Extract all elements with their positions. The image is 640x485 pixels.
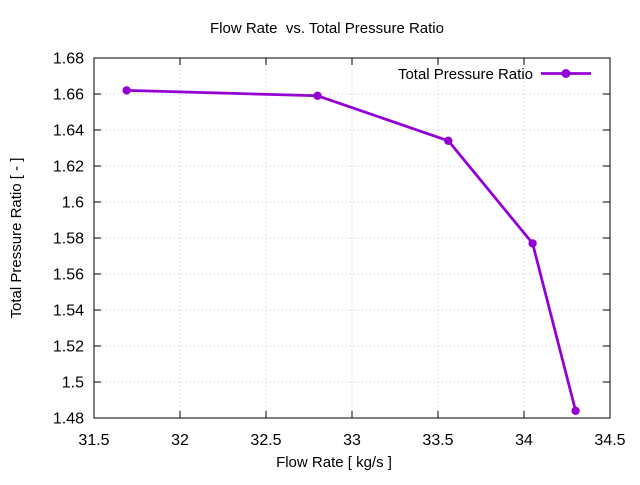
legend-line-sample <box>541 69 591 78</box>
y-tick-label: 1.48 <box>53 411 84 428</box>
y-tick-label: 1.56 <box>53 267 84 284</box>
y-tick-label: 1.58 <box>53 231 84 248</box>
x-tick-label: 32.5 <box>250 432 281 449</box>
legend: Total Pressure Ratio <box>398 66 591 83</box>
x-tick-labels: 31.5 32 32.5 33 33.5 34 34.5 <box>78 432 625 449</box>
y-tick-label: 1.64 <box>53 123 84 140</box>
gridlines <box>93 57 611 419</box>
data-point <box>571 406 580 415</box>
legend-sample-marker <box>561 69 571 78</box>
y-tick-label: 1.62 <box>53 159 84 176</box>
data-point <box>122 86 131 95</box>
x-tick-label: 33 <box>343 432 361 449</box>
x-axis-label: Flow Rate [ kg/s ] <box>276 454 392 471</box>
data-series <box>122 86 580 415</box>
data-point <box>444 136 453 145</box>
data-point <box>313 91 322 101</box>
legend-label: Total Pressure Ratio <box>398 66 533 83</box>
y-tick-label: 1.66 <box>53 87 84 104</box>
x-tick-label: 34 <box>515 432 533 449</box>
x-tick-label: 32 <box>171 432 189 449</box>
y-tick-label: 1.68 <box>53 51 84 68</box>
y-tick-label: 1.54 <box>53 303 84 320</box>
y-tick-label: 1.52 <box>53 339 84 356</box>
tick-marks <box>93 57 611 419</box>
x-tick-label: 34.5 <box>594 432 625 449</box>
x-tick-label: 33.5 <box>422 432 453 449</box>
y-tick-labels: 1.48 1.5 1.52 1.54 1.56 1.58 1.6 1.62 1.64 1.66 1.… <box>53 51 84 428</box>
chart-title: Flow Rate vs. Total Pressure Ratio <box>210 20 444 37</box>
y-axis-label: Total Pressure Ratio [ - ] <box>8 158 25 319</box>
y-tick-label: 1.5 <box>62 375 84 392</box>
y-tick-label: 1.6 <box>62 195 84 212</box>
x-tick-label: 31.5 <box>78 432 109 449</box>
series-line <box>125 89 577 413</box>
data-point <box>528 239 537 248</box>
